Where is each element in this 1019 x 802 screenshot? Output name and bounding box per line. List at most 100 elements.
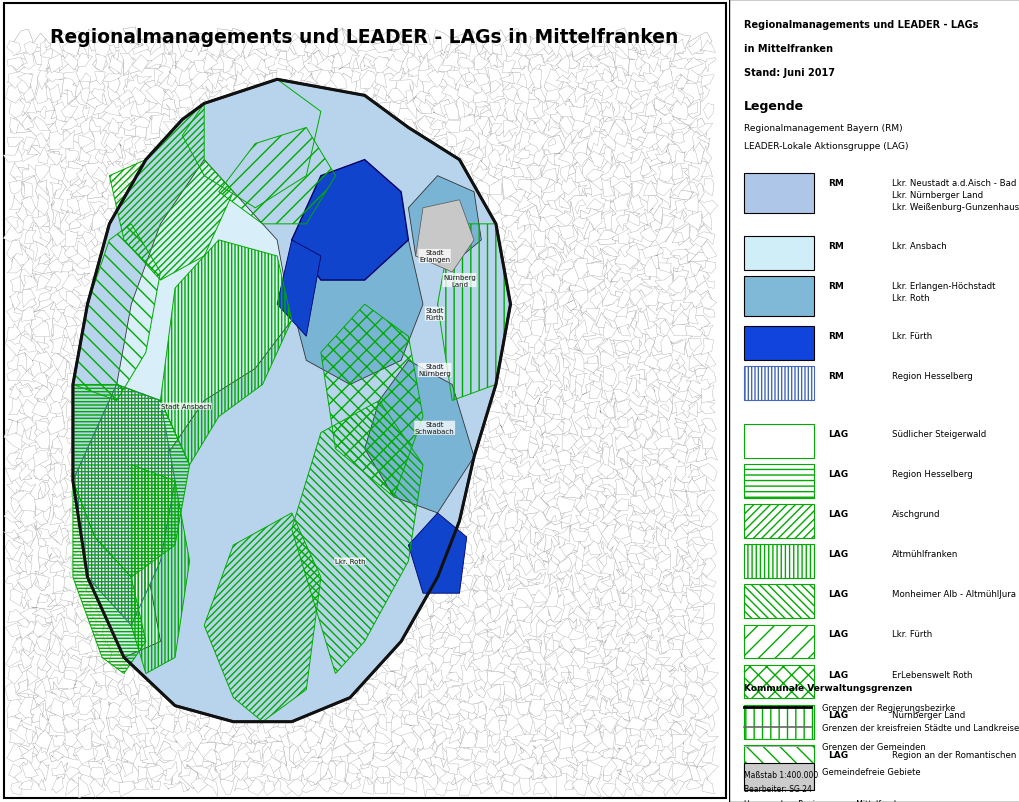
Polygon shape <box>524 55 543 79</box>
Polygon shape <box>67 265 90 286</box>
Polygon shape <box>542 257 557 278</box>
Polygon shape <box>10 724 36 747</box>
Polygon shape <box>405 101 416 120</box>
Polygon shape <box>264 43 278 59</box>
Polygon shape <box>107 484 124 499</box>
Text: Maßstab 1:400.000: Maßstab 1:400.000 <box>743 770 817 779</box>
Polygon shape <box>131 88 146 106</box>
Polygon shape <box>36 444 51 460</box>
Polygon shape <box>672 394 693 419</box>
Polygon shape <box>416 184 436 201</box>
Polygon shape <box>601 495 615 513</box>
Polygon shape <box>701 431 714 449</box>
Bar <box>743 625 813 658</box>
Polygon shape <box>546 603 561 622</box>
Polygon shape <box>675 746 685 765</box>
Polygon shape <box>671 780 684 795</box>
Polygon shape <box>701 683 716 697</box>
Polygon shape <box>106 163 124 181</box>
Polygon shape <box>417 423 431 439</box>
Polygon shape <box>277 241 321 337</box>
Polygon shape <box>357 488 375 508</box>
Polygon shape <box>474 148 483 163</box>
Polygon shape <box>362 72 382 97</box>
Polygon shape <box>92 700 101 719</box>
Polygon shape <box>586 448 600 462</box>
Polygon shape <box>309 378 322 398</box>
Polygon shape <box>121 666 135 685</box>
Polygon shape <box>569 698 588 715</box>
Polygon shape <box>686 680 703 700</box>
Polygon shape <box>562 241 568 259</box>
Polygon shape <box>697 732 717 743</box>
Polygon shape <box>578 765 595 784</box>
Polygon shape <box>52 735 65 747</box>
Polygon shape <box>7 419 20 436</box>
Polygon shape <box>616 747 631 765</box>
Polygon shape <box>498 273 515 289</box>
Polygon shape <box>406 761 413 776</box>
Polygon shape <box>132 701 151 711</box>
Polygon shape <box>251 735 260 745</box>
Polygon shape <box>672 339 686 355</box>
Polygon shape <box>470 252 492 264</box>
Polygon shape <box>657 606 672 625</box>
Polygon shape <box>46 71 66 83</box>
Polygon shape <box>178 289 200 314</box>
Polygon shape <box>468 205 491 226</box>
Polygon shape <box>686 529 707 547</box>
Polygon shape <box>518 541 527 559</box>
Polygon shape <box>687 316 709 335</box>
Polygon shape <box>124 590 140 616</box>
Polygon shape <box>654 686 673 703</box>
Polygon shape <box>48 118 69 137</box>
Polygon shape <box>48 153 62 166</box>
Polygon shape <box>122 28 143 48</box>
Polygon shape <box>339 527 365 545</box>
Polygon shape <box>429 504 452 523</box>
Polygon shape <box>474 751 492 764</box>
Polygon shape <box>598 598 615 615</box>
Polygon shape <box>51 180 66 206</box>
Polygon shape <box>179 397 199 416</box>
Polygon shape <box>291 502 304 527</box>
Polygon shape <box>656 142 668 165</box>
Polygon shape <box>518 342 529 354</box>
Polygon shape <box>673 387 688 403</box>
Polygon shape <box>535 404 544 416</box>
Polygon shape <box>305 504 320 529</box>
Polygon shape <box>38 593 50 603</box>
Polygon shape <box>251 265 266 287</box>
Polygon shape <box>212 633 235 654</box>
Polygon shape <box>51 614 73 632</box>
Polygon shape <box>248 38 266 57</box>
Polygon shape <box>527 74 541 95</box>
Polygon shape <box>126 185 140 204</box>
Polygon shape <box>106 397 124 419</box>
Polygon shape <box>581 468 595 487</box>
Polygon shape <box>542 506 561 525</box>
Polygon shape <box>200 55 213 75</box>
Polygon shape <box>700 746 714 763</box>
Polygon shape <box>543 529 558 545</box>
Polygon shape <box>420 441 433 464</box>
Polygon shape <box>613 529 637 547</box>
Polygon shape <box>543 482 562 494</box>
Polygon shape <box>688 423 707 439</box>
Polygon shape <box>432 38 442 55</box>
Polygon shape <box>4 511 21 523</box>
Polygon shape <box>610 268 634 282</box>
Polygon shape <box>643 718 657 731</box>
Polygon shape <box>51 548 61 559</box>
Polygon shape <box>588 180 604 198</box>
Polygon shape <box>558 543 575 557</box>
Polygon shape <box>631 752 645 764</box>
Polygon shape <box>308 596 326 610</box>
Polygon shape <box>180 654 194 675</box>
Polygon shape <box>528 639 541 653</box>
Polygon shape <box>628 683 644 703</box>
Polygon shape <box>636 378 656 398</box>
Polygon shape <box>502 61 516 74</box>
Polygon shape <box>407 56 422 72</box>
Polygon shape <box>9 59 30 73</box>
